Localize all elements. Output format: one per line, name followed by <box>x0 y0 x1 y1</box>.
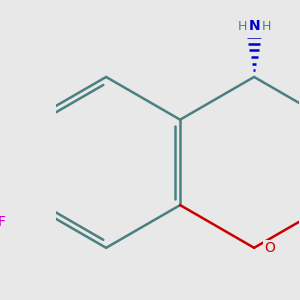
Text: F: F <box>0 214 6 229</box>
Text: N: N <box>248 19 260 33</box>
Text: H: H <box>237 20 247 33</box>
Text: O: O <box>264 241 275 255</box>
Text: H: H <box>262 20 271 33</box>
